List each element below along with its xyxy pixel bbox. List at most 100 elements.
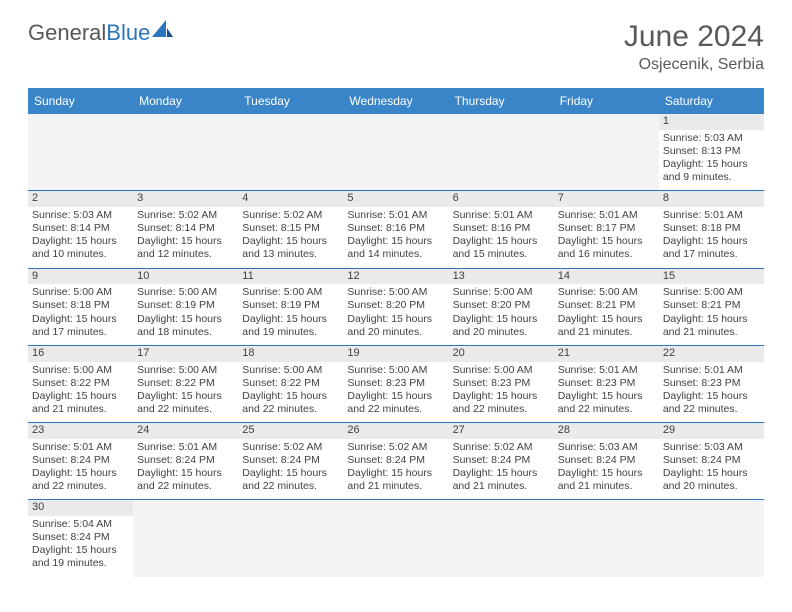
day-cell [659,500,764,577]
day-cell [554,500,659,577]
sunrise-line: Sunrise: 5:00 AM [347,286,444,299]
col-tuesday: Tuesday [238,88,343,114]
day-cell [449,500,554,577]
day-number: 19 [343,346,448,362]
daylight-line: and 22 minutes. [137,403,234,416]
daylight-line: Daylight: 15 hours [453,235,550,248]
daylight-line: and 21 minutes. [347,480,444,493]
day-number: 23 [28,423,133,439]
day-cell: 24Sunrise: 5:01 AMSunset: 8:24 PMDayligh… [133,423,238,500]
daylight-line: and 22 minutes. [137,480,234,493]
day-number: 3 [133,191,238,207]
day-cell: 14Sunrise: 5:00 AMSunset: 8:21 PMDayligh… [554,268,659,345]
day-cell: 23Sunrise: 5:01 AMSunset: 8:24 PMDayligh… [28,423,133,500]
day-cell: 5Sunrise: 5:01 AMSunset: 8:16 PMDaylight… [343,191,448,268]
sunrise-line: Sunrise: 5:00 AM [242,286,339,299]
day-cell [554,114,659,191]
sunrise-line: Sunrise: 5:00 AM [32,286,129,299]
daylight-line: and 22 minutes. [32,480,129,493]
sunrise-line: Sunrise: 5:02 AM [242,209,339,222]
daylight-line: Daylight: 15 hours [32,544,129,557]
daylight-line: and 22 minutes. [242,480,339,493]
day-cell [238,114,343,191]
week-row: 9Sunrise: 5:00 AMSunset: 8:18 PMDaylight… [28,268,764,345]
day-number: 11 [238,269,343,285]
day-cell: 3Sunrise: 5:02 AMSunset: 8:14 PMDaylight… [133,191,238,268]
daylight-line: Daylight: 15 hours [663,235,760,248]
day-number: 10 [133,269,238,285]
day-number: 8 [659,191,764,207]
daylight-line: and 10 minutes. [32,248,129,261]
day-cell: 8Sunrise: 5:01 AMSunset: 8:18 PMDaylight… [659,191,764,268]
sunrise-line: Sunrise: 5:02 AM [242,441,339,454]
logo-text-blue: Blue [106,20,150,46]
daylight-line: and 20 minutes. [453,326,550,339]
sunrise-line: Sunrise: 5:00 AM [32,364,129,377]
day-cell [343,500,448,577]
sunset-line: Sunset: 8:24 PM [137,454,234,467]
col-wednesday: Wednesday [343,88,448,114]
daylight-line: Daylight: 15 hours [242,467,339,480]
day-number: 17 [133,346,238,362]
day-number: 9 [28,269,133,285]
day-cell: 10Sunrise: 5:00 AMSunset: 8:19 PMDayligh… [133,268,238,345]
daylight-line: and 21 minutes. [453,480,550,493]
daylight-line: Daylight: 15 hours [558,313,655,326]
week-row: 1Sunrise: 5:03 AMSunset: 8:13 PMDaylight… [28,114,764,191]
sunset-line: Sunset: 8:24 PM [347,454,444,467]
day-number: 5 [343,191,448,207]
day-number: 18 [238,346,343,362]
day-cell: 16Sunrise: 5:00 AMSunset: 8:22 PMDayligh… [28,345,133,422]
daylight-line: and 14 minutes. [347,248,444,261]
sunset-line: Sunset: 8:17 PM [558,222,655,235]
sunrise-line: Sunrise: 5:00 AM [453,364,550,377]
day-number: 25 [238,423,343,439]
daylight-line: and 20 minutes. [347,326,444,339]
sunrise-line: Sunrise: 5:00 AM [663,286,760,299]
daylight-line: and 22 minutes. [558,403,655,416]
sunset-line: Sunset: 8:15 PM [242,222,339,235]
day-cell: 28Sunrise: 5:03 AMSunset: 8:24 PMDayligh… [554,423,659,500]
sunrise-line: Sunrise: 5:00 AM [558,286,655,299]
sunset-line: Sunset: 8:20 PM [347,299,444,312]
header-row: Sunday Monday Tuesday Wednesday Thursday… [28,88,764,114]
sunset-line: Sunset: 8:21 PM [663,299,760,312]
day-number: 12 [343,269,448,285]
daylight-line: Daylight: 15 hours [347,390,444,403]
day-cell: 6Sunrise: 5:01 AMSunset: 8:16 PMDaylight… [449,191,554,268]
sunset-line: Sunset: 8:23 PM [347,377,444,390]
month-title: June 2024 [624,20,764,54]
day-cell: 9Sunrise: 5:00 AMSunset: 8:18 PMDaylight… [28,268,133,345]
daylight-line: Daylight: 15 hours [453,313,550,326]
col-monday: Monday [133,88,238,114]
col-saturday: Saturday [659,88,764,114]
day-number: 21 [554,346,659,362]
daylight-line: Daylight: 15 hours [137,467,234,480]
sunrise-line: Sunrise: 5:03 AM [663,441,760,454]
daylight-line: Daylight: 15 hours [32,313,129,326]
daylight-line: Daylight: 15 hours [32,467,129,480]
sunrise-line: Sunrise: 5:03 AM [558,441,655,454]
daylight-line: Daylight: 15 hours [663,158,760,171]
daylight-line: and 16 minutes. [558,248,655,261]
day-number: 7 [554,191,659,207]
sunrise-line: Sunrise: 5:00 AM [242,364,339,377]
day-cell [449,114,554,191]
day-cell: 15Sunrise: 5:00 AMSunset: 8:21 PMDayligh… [659,268,764,345]
day-cell: 30Sunrise: 5:04 AMSunset: 8:24 PMDayligh… [28,500,133,577]
day-cell: 18Sunrise: 5:00 AMSunset: 8:22 PMDayligh… [238,345,343,422]
daylight-line: and 12 minutes. [137,248,234,261]
day-cell: 12Sunrise: 5:00 AMSunset: 8:20 PMDayligh… [343,268,448,345]
daylight-line: Daylight: 15 hours [242,390,339,403]
sunset-line: Sunset: 8:24 PM [242,454,339,467]
day-cell [238,500,343,577]
day-number: 14 [554,269,659,285]
day-cell [133,500,238,577]
sunset-line: Sunset: 8:14 PM [137,222,234,235]
day-number: 22 [659,346,764,362]
sunrise-line: Sunrise: 5:01 AM [347,209,444,222]
week-row: 16Sunrise: 5:00 AMSunset: 8:22 PMDayligh… [28,345,764,422]
daylight-line: Daylight: 15 hours [453,467,550,480]
daylight-line: and 21 minutes. [663,326,760,339]
location: Osjecenik, Serbia [624,56,764,74]
